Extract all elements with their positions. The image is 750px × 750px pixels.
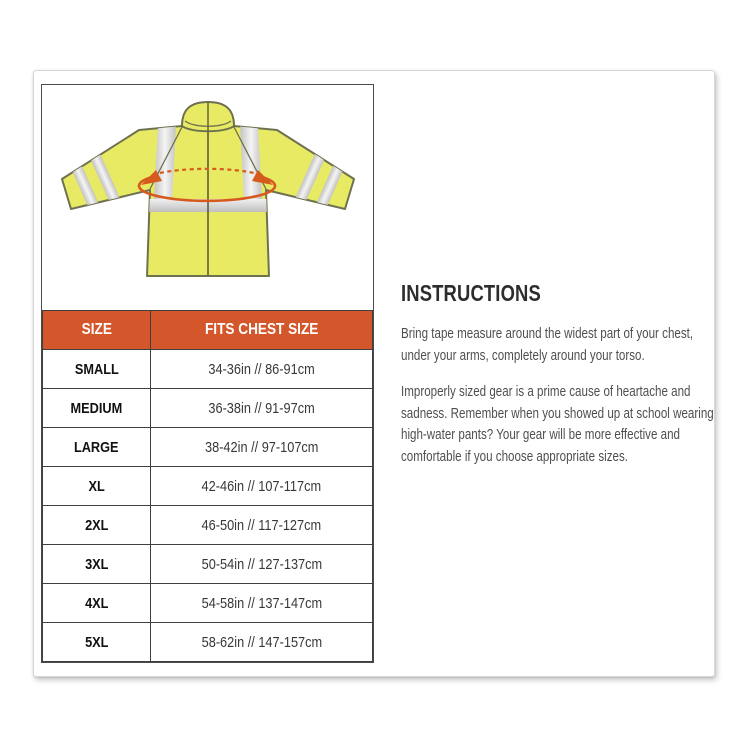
chest-range: 42-46in // 107-117cm [150,466,373,506]
jacket-illustration-area [42,85,373,310]
table-row: SMALL 34-36in // 86-91cm [42,349,373,389]
sizing-box: SIZE FITS CHEST SIZE SMALL 34-36in // 86… [41,84,374,663]
chest-range: 34-36in // 86-91cm [150,349,373,389]
table-row: 3XL 50-54in // 127-137cm [42,544,373,584]
chest-range: 54-58in // 137-147cm [150,583,373,623]
size-label: 5XL [42,622,151,662]
size-chart-card: SIZE FITS CHEST SIZE SMALL 34-36in // 86… [33,70,715,677]
instructions-title: INSTRUCTIONS [401,280,541,306]
size-label: 4XL [42,583,151,623]
size-label: MEDIUM [42,388,151,428]
size-label: XL [42,466,151,506]
chest-range: 38-42in // 97-107cm [150,427,373,467]
chest-range: 50-54in // 127-137cm [150,544,373,584]
size-label: 3XL [42,544,151,584]
size-label: SMALL [42,349,151,389]
size-table-header-row: SIZE FITS CHEST SIZE [42,310,373,350]
instructions-paragraph: Bring tape measure around the widest par… [401,326,694,364]
size-table: SIZE FITS CHEST SIZE SMALL 34-36in // 86… [42,310,373,662]
instructions-paragraph: Improperly sized gear is a prime cause o… [401,384,714,465]
table-row: MEDIUM 36-38in // 91-97cm [42,388,373,428]
column-header-size: SIZE [42,310,151,350]
instructions-section: INSTRUCTIONS Bring tape measure around t… [401,280,750,483]
column-header-fits-chest-size: FITS CHEST SIZE [150,310,373,350]
size-label: LARGE [42,427,151,467]
table-row: LARGE 38-42in // 97-107cm [42,427,373,467]
tape-measure-icon [137,167,277,203]
table-row: 2XL 46-50in // 117-127cm [42,505,373,545]
chest-range: 46-50in // 117-127cm [150,505,373,545]
size-label: 2XL [42,505,151,545]
table-row: 4XL 54-58in // 137-147cm [42,583,373,623]
table-row: XL 42-46in // 107-117cm [42,466,373,506]
chest-range: 36-38in // 91-97cm [150,388,373,428]
hi-vis-jacket-icon [61,101,355,277]
table-row: 5XL 58-62in // 147-157cm [42,622,373,662]
chest-range: 58-62in // 147-157cm [150,622,373,662]
